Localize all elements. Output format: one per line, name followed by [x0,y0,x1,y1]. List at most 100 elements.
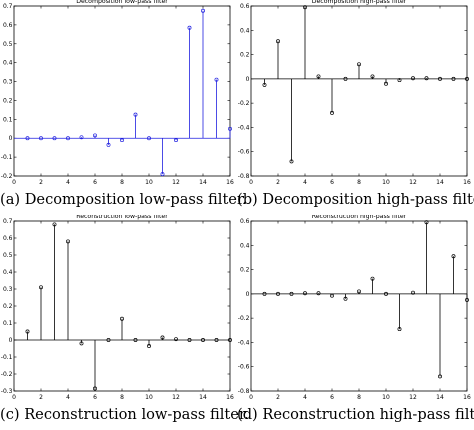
caption: (b) Decomposition high-pass filter. [237,191,474,208]
stem-marker [262,291,267,296]
stem-marker [52,136,57,141]
stem-marker [187,25,192,30]
stem-marker [25,329,30,334]
x-tick-label: 10 [382,179,390,186]
stem-marker [330,293,334,298]
stem-marker [214,338,219,342]
stem-plot: Decomposition high-pass filter -0.8 -0.6 -0… [238,0,471,186]
y-tick-label: -0.6 [238,149,250,156]
y-tick-label: 0.7 [3,3,13,10]
x-tick-label: 14 [436,179,444,186]
y-tick-label: 0 [9,135,13,142]
y-tick-label: -0.8 [238,388,250,395]
y-tick-label: 0.4 [240,27,250,34]
stem-marker [276,39,280,44]
x-tick-label: 0 [249,394,253,401]
y-tick-label: -0.4 [238,339,250,346]
x-tick-label: 6 [93,179,97,186]
chart-title: Reconstruction high-pass filter [312,215,407,220]
stem-marker [289,291,294,296]
y-tick-label: 0.2 [240,52,250,59]
chart-title: Reconstruction low-pass filter [76,215,168,220]
chart-title: Decomposition high-pass filter [312,0,407,5]
stem-marker [276,291,280,296]
y-tick-label: 0.3 [3,79,13,86]
stem-marker [303,291,307,296]
y-tick-label: 0.4 [3,60,13,67]
stem-plot: Reconstruction high-pass filter -0.8 -0.6 -… [238,215,471,401]
axes-frame [250,220,468,392]
stem-marker [39,285,43,290]
y-tick-label: 0.6 [3,235,13,242]
y-tick-label: 0.3 [3,286,13,293]
axes-frame [250,5,468,177]
x-tick-label: 2 [276,394,280,401]
y-tick-label: 0.4 [240,242,250,249]
stem-marker [174,337,178,342]
stem-marker [39,136,43,141]
stem-marker [214,77,219,82]
stem-marker [187,338,192,342]
y-tick-label: 0.5 [3,252,13,259]
stem-marker [79,135,84,140]
y-tick-label: 0.4 [3,269,13,276]
x-tick-label: 16 [226,394,234,401]
stem-marker [66,136,70,141]
stem-marker [106,338,111,342]
panel-decomposition-high-pass: Decomposition high-pass filter -0.8 -0.6 -0… [237,0,474,215]
stem-marker [451,254,456,259]
stem-marker [289,159,294,164]
chart-title: Decomposition low-pass filter [76,0,168,5]
x-tick-label: 8 [120,394,124,401]
stem-marker [147,136,151,141]
y-tick-label: 0 [246,76,250,83]
y-tick-label: 0.6 [240,218,250,225]
y-tick-label: 0.2 [3,303,13,310]
x-tick-label: 8 [357,394,361,401]
stem-marker [120,138,124,143]
stem-marker [424,220,429,225]
stem-marker [262,82,267,87]
stem-marker [79,341,84,346]
stem-marker [120,316,124,321]
y-tick-label: -0.2 [1,173,13,180]
x-tick-label: 8 [357,179,361,186]
x-tick-label: 16 [463,179,471,186]
stem-marker [465,297,469,302]
stem-marker [228,338,232,342]
y-tick-label: -0.4 [238,124,250,131]
stem-marker [66,239,70,244]
y-tick-label: -0.8 [238,173,250,180]
stem-marker [330,110,334,115]
stem-marker [303,5,307,10]
x-tick-label: 14 [199,394,207,401]
x-tick-label: 4 [303,179,307,186]
stem-marker [106,142,111,147]
x-tick-label: 4 [66,179,70,186]
x-tick-label: 12 [409,179,417,186]
stem-marker [93,133,97,138]
y-tick-label: 0.1 [3,320,13,327]
y-tick-label: 0.6 [3,22,13,29]
stem-marker [370,74,375,79]
y-tick-label: 0.7 [3,218,13,225]
x-tick-label: 10 [382,394,390,401]
stem-marker [411,76,415,81]
stem-marker [465,76,469,81]
stem-plot: Reconstruction low-pass filter -0.3 -0.2 -0… [1,215,234,401]
x-tick-label: 0 [12,394,16,401]
x-tick-label: 10 [145,394,153,401]
x-tick-label: 0 [12,179,16,186]
stem-marker [133,112,138,117]
stem-marker [397,78,402,83]
y-tick-label: -0.6 [238,364,250,371]
stem-marker [424,76,429,81]
stem-marker [343,76,348,81]
x-tick-label: 2 [39,394,43,401]
y-tick-label: -0.2 [238,100,250,107]
stem-marker [357,289,361,294]
stem-marker [160,172,165,177]
axes-frame [13,5,231,177]
stem-marker [174,138,178,143]
x-tick-label: 12 [172,394,180,401]
